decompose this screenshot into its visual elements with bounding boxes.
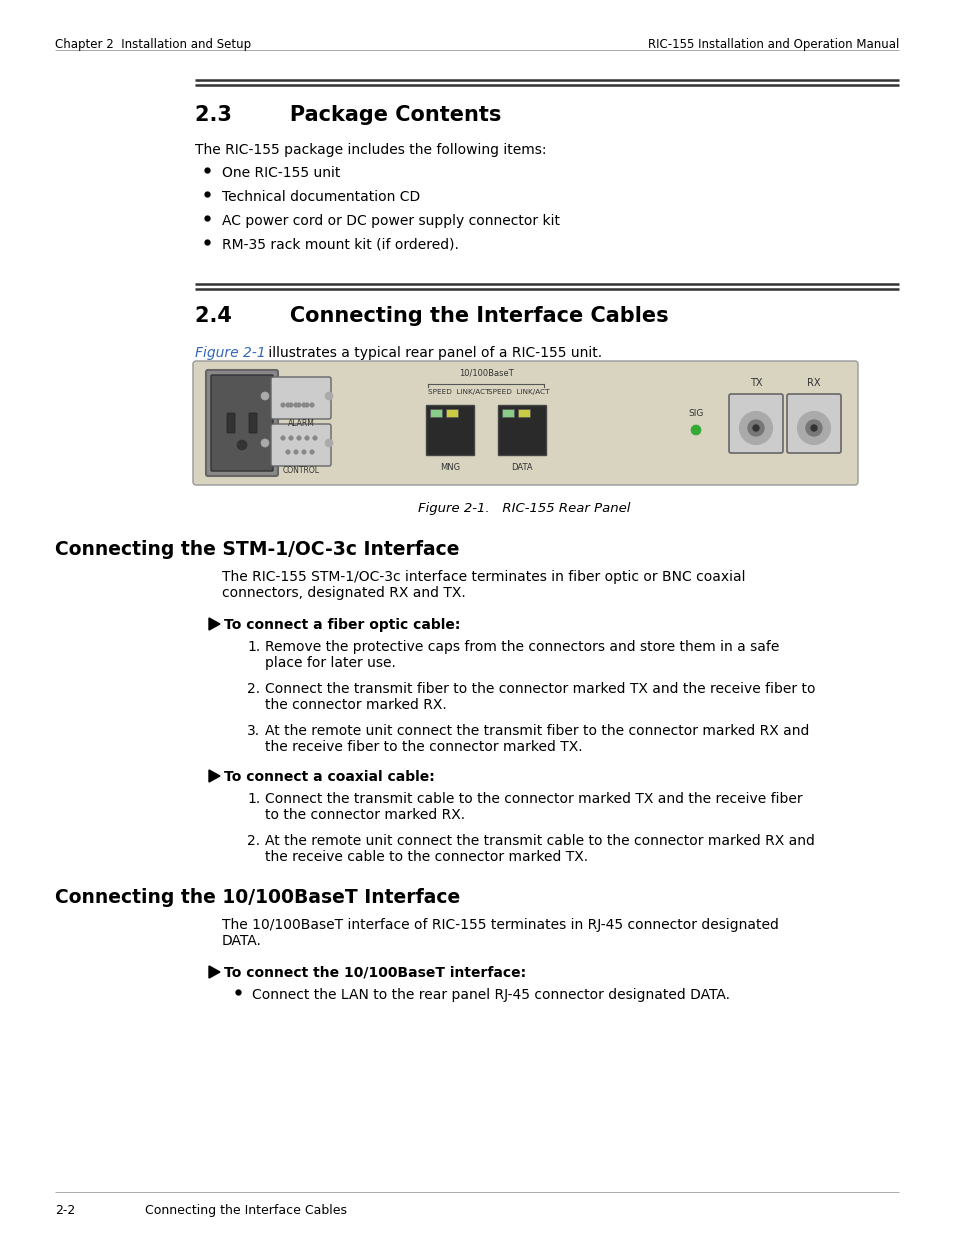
Circle shape — [286, 403, 290, 408]
Circle shape — [752, 425, 759, 431]
Text: The RIC-155 STM-1/OC-3c interface terminates in fiber optic or BNC coaxial: The RIC-155 STM-1/OC-3c interface termin… — [222, 571, 744, 584]
Circle shape — [280, 436, 285, 440]
FancyBboxPatch shape — [446, 409, 457, 417]
Text: Connect the transmit cable to the connector marked TX and the receive fiber: Connect the transmit cable to the connec… — [265, 792, 801, 806]
Circle shape — [261, 438, 269, 447]
Circle shape — [310, 450, 314, 454]
Circle shape — [294, 450, 298, 454]
Text: CONTROL: CONTROL — [282, 466, 319, 475]
Circle shape — [740, 412, 771, 445]
FancyBboxPatch shape — [501, 409, 514, 417]
Circle shape — [294, 403, 298, 408]
Text: At the remote unit connect the transmit cable to the connector marked RX and: At the remote unit connect the transmit … — [265, 834, 814, 848]
Polygon shape — [209, 769, 220, 782]
Text: To connect the 10/100BaseT interface:: To connect the 10/100BaseT interface: — [224, 966, 525, 981]
Text: connectors, designated RX and TX.: connectors, designated RX and TX. — [222, 585, 465, 600]
Circle shape — [325, 438, 333, 447]
Text: RIC-155 Installation and Operation Manual: RIC-155 Installation and Operation Manua… — [647, 38, 898, 51]
Text: At the remote unit connect the transmit fiber to the connector marked RX and: At the remote unit connect the transmit … — [265, 724, 808, 739]
FancyBboxPatch shape — [517, 409, 530, 417]
Text: 2-2: 2-2 — [55, 1204, 75, 1216]
Circle shape — [286, 450, 290, 454]
FancyBboxPatch shape — [426, 405, 474, 454]
Text: 10/100BaseT: 10/100BaseT — [458, 368, 513, 377]
Text: Connecting the 10/100BaseT Interface: Connecting the 10/100BaseT Interface — [55, 888, 459, 906]
Circle shape — [747, 420, 763, 436]
Circle shape — [304, 403, 309, 408]
Text: RM-35 rack mount kit (if ordered).: RM-35 rack mount kit (if ordered). — [222, 238, 458, 252]
FancyBboxPatch shape — [211, 375, 273, 471]
Text: DATA: DATA — [511, 463, 533, 472]
Text: Connect the transmit fiber to the connector marked TX and the receive fiber to: Connect the transmit fiber to the connec… — [265, 682, 815, 697]
Text: Figure 2-1: Figure 2-1 — [194, 346, 266, 359]
Text: Chapter 2  Installation and Setup: Chapter 2 Installation and Setup — [55, 38, 251, 51]
Text: 1.: 1. — [247, 640, 260, 655]
Circle shape — [289, 436, 293, 440]
Text: Connecting the STM-1/OC-3c Interface: Connecting the STM-1/OC-3c Interface — [55, 540, 459, 559]
Text: The RIC-155 package includes the following items:: The RIC-155 package includes the followi… — [194, 143, 546, 157]
Text: To connect a coaxial cable:: To connect a coaxial cable: — [224, 769, 435, 784]
Circle shape — [280, 403, 285, 408]
Text: TX: TX — [749, 378, 761, 388]
Text: 2.3        Package Contents: 2.3 Package Contents — [194, 105, 501, 125]
FancyBboxPatch shape — [430, 409, 441, 417]
Text: The 10/100BaseT interface of RIC-155 terminates in RJ-45 connector designated: The 10/100BaseT interface of RIC-155 ter… — [222, 918, 778, 932]
Text: illustrates a typical rear panel of a RIC-155 unit.: illustrates a typical rear panel of a RI… — [264, 346, 601, 359]
FancyBboxPatch shape — [249, 412, 256, 433]
Text: 2.: 2. — [247, 682, 260, 697]
Circle shape — [810, 425, 816, 431]
Circle shape — [296, 403, 301, 408]
Text: 1.: 1. — [247, 792, 260, 806]
Text: Connect the LAN to the rear panel RJ-45 connector designated DATA.: Connect the LAN to the rear panel RJ-45 … — [252, 988, 729, 1002]
FancyBboxPatch shape — [193, 361, 857, 485]
Text: SIG: SIG — [688, 409, 703, 417]
Circle shape — [313, 436, 316, 440]
Circle shape — [325, 391, 333, 400]
Circle shape — [301, 450, 306, 454]
Circle shape — [289, 403, 293, 408]
Text: MNG: MNG — [439, 463, 459, 472]
Text: 2.4        Connecting the Interface Cables: 2.4 Connecting the Interface Cables — [194, 306, 668, 326]
FancyBboxPatch shape — [271, 424, 331, 466]
FancyBboxPatch shape — [271, 377, 331, 419]
Text: SPEED  LINK/ACT: SPEED LINK/ACT — [488, 389, 549, 395]
Circle shape — [236, 440, 247, 450]
FancyBboxPatch shape — [497, 405, 545, 454]
Text: RX: RX — [806, 378, 820, 388]
Text: to the connector marked RX.: to the connector marked RX. — [265, 808, 465, 823]
Polygon shape — [209, 966, 220, 978]
Text: DATA.: DATA. — [222, 934, 262, 948]
Circle shape — [296, 436, 301, 440]
Text: Technical documentation CD: Technical documentation CD — [222, 190, 420, 204]
Text: the connector marked RX.: the connector marked RX. — [265, 698, 446, 713]
Text: 3.: 3. — [247, 724, 260, 739]
Text: place for later use.: place for later use. — [265, 656, 395, 671]
FancyBboxPatch shape — [786, 394, 841, 453]
Circle shape — [805, 420, 821, 436]
Text: the receive cable to the connector marked TX.: the receive cable to the connector marke… — [265, 850, 587, 864]
Polygon shape — [209, 618, 220, 630]
FancyBboxPatch shape — [227, 412, 234, 433]
Text: SPEED  LINK/ACT: SPEED LINK/ACT — [428, 389, 489, 395]
Text: 2.: 2. — [247, 834, 260, 848]
Circle shape — [797, 412, 829, 445]
Text: One RIC-155 unit: One RIC-155 unit — [222, 165, 340, 180]
Circle shape — [304, 436, 309, 440]
Text: ALARM: ALARM — [287, 419, 314, 429]
FancyBboxPatch shape — [206, 370, 277, 475]
Text: Remove the protective caps from the connectors and store them in a safe: Remove the protective caps from the conn… — [265, 640, 779, 655]
Text: the receive fiber to the connector marked TX.: the receive fiber to the connector marke… — [265, 740, 582, 755]
Text: Figure 2-1.   RIC-155 Rear Panel: Figure 2-1. RIC-155 Rear Panel — [417, 501, 630, 515]
FancyBboxPatch shape — [728, 394, 782, 453]
Circle shape — [301, 403, 306, 408]
Circle shape — [690, 425, 700, 435]
Text: To connect a fiber optic cable:: To connect a fiber optic cable: — [224, 618, 460, 632]
Text: Connecting the Interface Cables: Connecting the Interface Cables — [145, 1204, 347, 1216]
Circle shape — [261, 391, 269, 400]
Text: AC power cord or DC power supply connector kit: AC power cord or DC power supply connect… — [222, 214, 559, 228]
Circle shape — [310, 403, 314, 408]
